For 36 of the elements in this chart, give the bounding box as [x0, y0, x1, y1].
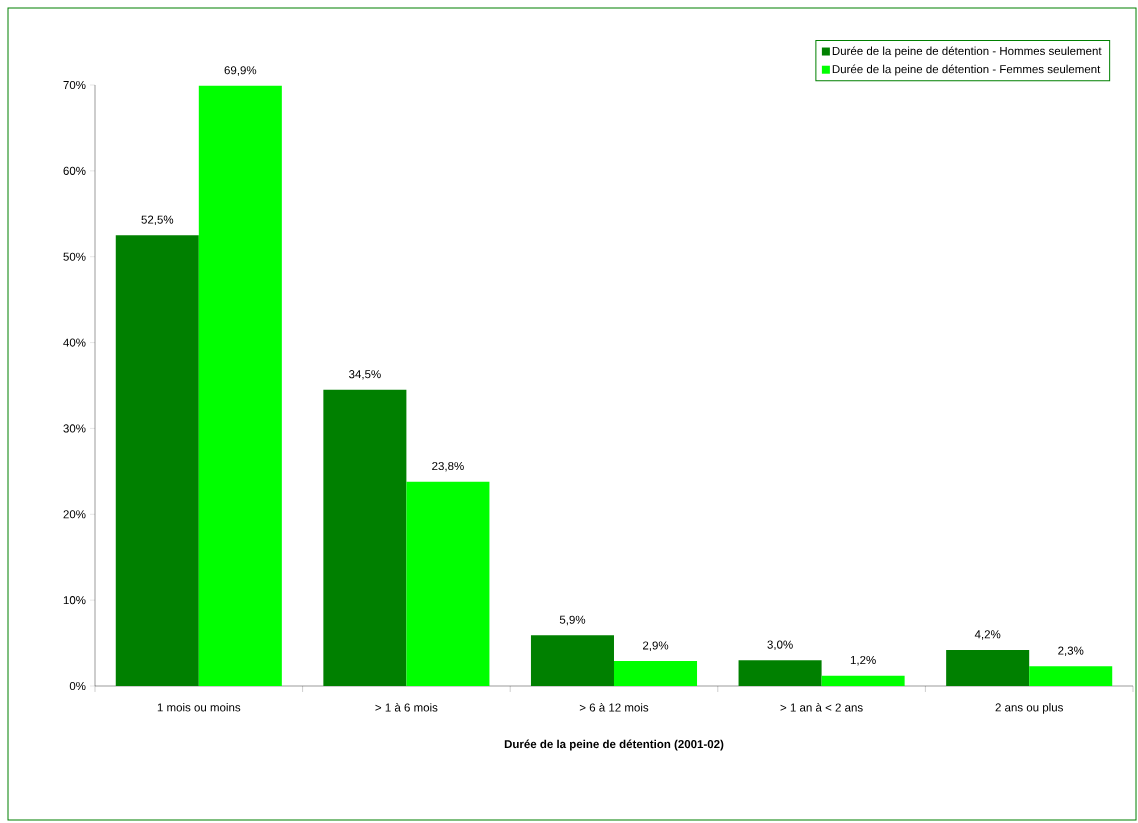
bar — [946, 649, 1030, 686]
data-label: 1,2% — [850, 656, 876, 666]
x-tick-label: > 6 à 12 mois — [579, 703, 649, 712]
data-label: 52,5% — [141, 215, 174, 226]
x-tick-label: > 1 an à < 2 ans — [780, 703, 863, 712]
data-label: 3,0% — [767, 640, 793, 651]
y-tick-label: 40% — [63, 338, 86, 347]
bar — [821, 675, 905, 686]
x-tick-label: 2 ans ou plus — [995, 703, 1063, 714]
bar — [198, 85, 282, 686]
data-label: 2,9% — [642, 641, 669, 651]
y-tick-label: 50% — [63, 252, 86, 261]
y-tick-label: 60% — [63, 166, 86, 175]
bar — [1029, 666, 1113, 686]
data-label: 4,2% — [974, 630, 1001, 640]
bar — [738, 660, 822, 686]
legend-label: Durée de la peine de détention - Hommes seulement — [832, 46, 1102, 58]
data-label: 2,3% — [1058, 646, 1084, 657]
bar — [323, 389, 407, 686]
data-label: 23,8% — [432, 461, 464, 472]
x-axis-title: Durée de la peine de détention (2001-02) — [504, 739, 724, 751]
x-tick-label: 1 mois ou moins — [157, 703, 241, 712]
bar — [530, 635, 614, 686]
bar — [115, 235, 199, 686]
legend-label: Durée de la peine de détention - Femmes seulement — [832, 64, 1101, 76]
data-label: 5,9% — [559, 615, 586, 626]
y-tick-label: 10% — [63, 596, 86, 605]
x-tick-label: > 1 à 6 mois — [375, 703, 438, 712]
bar — [614, 661, 698, 686]
bar — [406, 481, 490, 686]
y-tick-label: 0% — [69, 681, 86, 691]
y-tick-label: 20% — [63, 510, 86, 519]
y-tick-label: 30% — [63, 424, 86, 433]
y-tick-label: 70% — [63, 80, 86, 90]
data-label: 69,9% — [224, 66, 257, 76]
data-label: 34,5% — [349, 370, 381, 380]
